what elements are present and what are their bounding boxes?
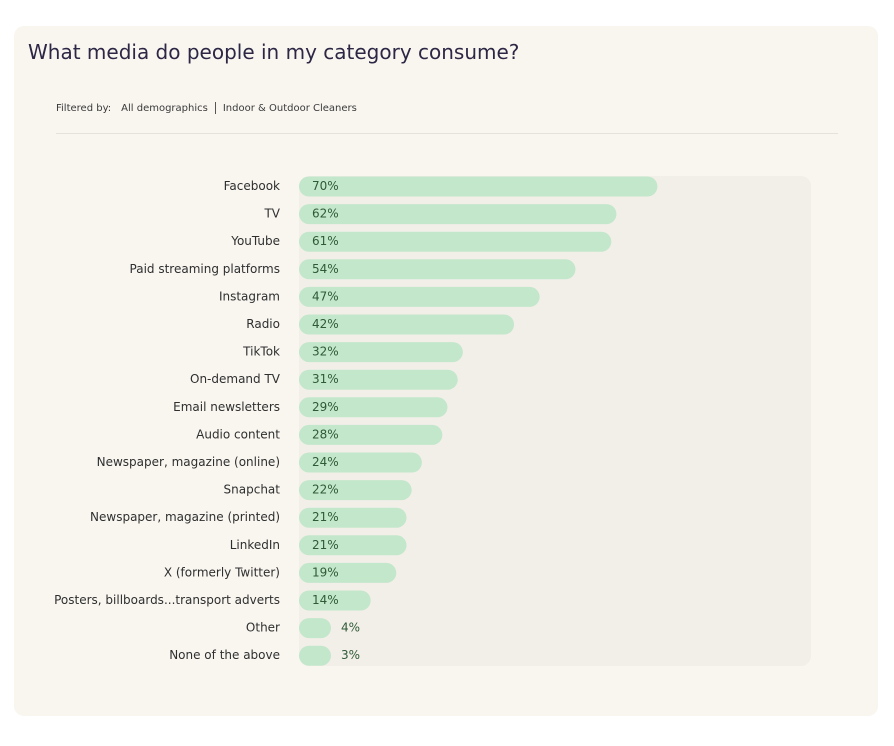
category-label: X (formerly Twitter) xyxy=(164,565,280,579)
value-label: 62% xyxy=(312,207,339,221)
value-label: 32% xyxy=(312,345,339,359)
category-label: Newspaper, magazine (online) xyxy=(97,455,280,469)
category-label: TV xyxy=(263,207,280,221)
bar[interactable] xyxy=(299,535,407,556)
value-label: 21% xyxy=(312,510,339,524)
value-label: 24% xyxy=(312,455,339,469)
category-label: LinkedIn xyxy=(230,538,280,552)
category-label: Email newsletters xyxy=(173,400,280,414)
bar[interactable] xyxy=(299,342,463,363)
value-label: 19% xyxy=(312,565,339,579)
category-label: Newspaper, magazine (printed) xyxy=(90,510,280,524)
value-label: 61% xyxy=(312,234,339,248)
bar[interactable] xyxy=(299,231,612,252)
value-label: 54% xyxy=(312,262,339,276)
value-label: 22% xyxy=(312,483,339,497)
filter-separator xyxy=(214,102,216,114)
category-label: Radio xyxy=(246,317,280,331)
value-label: 14% xyxy=(312,593,339,607)
bar[interactable] xyxy=(299,259,576,280)
category-label: Other xyxy=(246,621,280,635)
page-title: What media do people in my category cons… xyxy=(28,40,520,64)
bar[interactable] xyxy=(299,286,540,307)
category-label: Paid streaming platforms xyxy=(130,262,280,276)
filter-demographics[interactable]: All demographics xyxy=(121,102,208,114)
value-label: 31% xyxy=(312,372,339,386)
value-label: 70% xyxy=(312,179,339,193)
filter-label: Filtered by: xyxy=(56,102,112,114)
bar[interactable] xyxy=(299,204,617,225)
bar[interactable] xyxy=(299,424,443,445)
value-label: 21% xyxy=(312,538,339,552)
value-label: 28% xyxy=(312,427,339,441)
category-label: On-demand TV xyxy=(190,372,281,386)
bar[interactable] xyxy=(299,480,412,501)
value-label: 42% xyxy=(312,317,339,331)
category-label: None of the above xyxy=(169,648,280,662)
value-label: 4% xyxy=(341,621,360,635)
category-label: Snapchat xyxy=(224,483,281,497)
category-label: Instagram xyxy=(219,289,280,303)
category-label: YouTube xyxy=(230,234,280,248)
category-label: Audio content xyxy=(196,427,280,441)
bar[interactable] xyxy=(299,562,397,583)
bar[interactable] xyxy=(299,314,515,335)
bar[interactable] xyxy=(299,176,658,197)
value-label: 29% xyxy=(312,400,339,414)
bar[interactable] xyxy=(299,507,407,528)
value-label: 3% xyxy=(341,648,360,662)
category-label: Posters, billboards...transport adverts xyxy=(54,593,280,607)
bar[interactable] xyxy=(299,369,458,390)
header-divider xyxy=(56,133,838,134)
value-label: 47% xyxy=(312,289,339,303)
category-label: Facebook xyxy=(224,179,280,193)
bar[interactable] xyxy=(299,397,448,418)
bar[interactable] xyxy=(299,452,422,473)
bar[interactable] xyxy=(299,590,371,611)
filter-summary: Filtered by: All demographics Indoor & O… xyxy=(56,102,357,114)
filter-category[interactable]: Indoor & Outdoor Cleaners xyxy=(222,102,357,114)
bar[interactable] xyxy=(299,618,331,639)
category-label: TikTok xyxy=(242,345,280,359)
bar[interactable] xyxy=(299,645,331,666)
